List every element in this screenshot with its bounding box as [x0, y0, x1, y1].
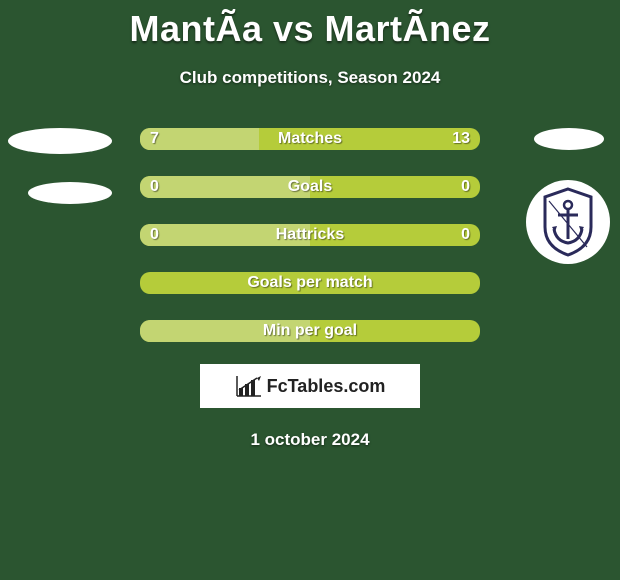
brand-text: FcTables.com — [267, 376, 386, 397]
stat-bar-matches: 7 Matches 13 — [140, 128, 480, 150]
stat-label: Hattricks — [276, 226, 344, 244]
page-subtitle: Club competitions, Season 2024 — [0, 68, 620, 88]
stat-right-value: 0 — [461, 178, 470, 196]
shield-anchor-icon — [541, 187, 595, 257]
stat-bars: 7 Matches 13 0 Goals 0 0 Hattricks 0 Goa… — [140, 128, 480, 342]
stat-bar-min-per-goal: Min per goal — [140, 320, 480, 342]
stat-bar-goals: 0 Goals 0 — [140, 176, 480, 198]
stat-left-value: 0 — [150, 226, 159, 244]
bar-fill — [140, 176, 310, 198]
page-title: MantÃa vs MartÃnez — [0, 0, 620, 50]
player-left-oval-1 — [8, 128, 112, 154]
stat-right-value: 0 — [461, 226, 470, 244]
player-right-oval — [534, 128, 604, 150]
stat-bar-hattricks: 0 Hattricks 0 — [140, 224, 480, 246]
stat-bar-goals-per-match: Goals per match — [140, 272, 480, 294]
stat-label: Min per goal — [263, 322, 357, 340]
stat-left-value: 0 — [150, 178, 159, 196]
stat-label: Matches — [278, 130, 342, 148]
stat-left-value: 7 — [150, 130, 159, 148]
chart-icon — [235, 374, 263, 398]
brand-box[interactable]: FcTables.com — [200, 364, 420, 408]
player-left-oval-2 — [28, 182, 112, 204]
date-text: 1 october 2024 — [0, 430, 620, 450]
stat-right-value: 13 — [452, 130, 470, 148]
comparison-content: 7 Matches 13 0 Goals 0 0 Hattricks 0 Goa… — [0, 128, 620, 450]
club-badge — [526, 180, 610, 264]
stat-label: Goals — [288, 178, 332, 196]
stat-label: Goals per match — [247, 274, 372, 292]
